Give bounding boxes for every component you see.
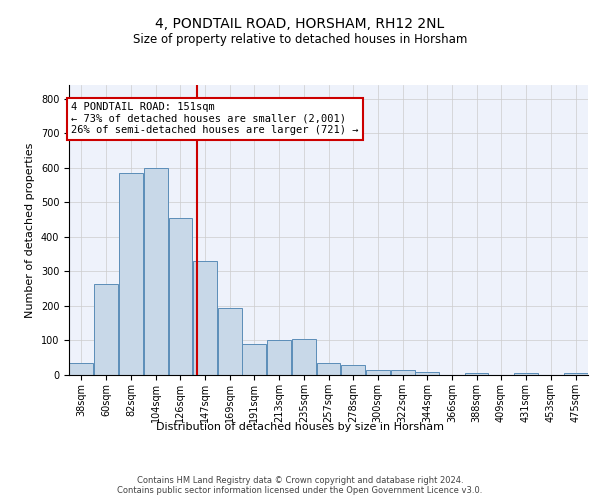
Bar [292, 339, 316, 375]
Bar [317, 363, 340, 375]
Bar [514, 374, 538, 375]
Bar [366, 370, 389, 375]
Bar [193, 261, 217, 375]
Y-axis label: Number of detached properties: Number of detached properties [25, 142, 35, 318]
Bar [119, 173, 143, 375]
Bar [341, 364, 365, 375]
Bar [465, 374, 488, 375]
Bar [94, 284, 118, 375]
Text: Contains HM Land Registry data © Crown copyright and database right 2024.
Contai: Contains HM Land Registry data © Crown c… [118, 476, 482, 495]
Text: 4 PONDTAIL ROAD: 151sqm
← 73% of detached houses are smaller (2,001)
26% of semi: 4 PONDTAIL ROAD: 151sqm ← 73% of detache… [71, 102, 359, 136]
Bar [169, 218, 192, 375]
Bar [144, 168, 168, 375]
Bar [242, 344, 266, 375]
Text: Distribution of detached houses by size in Horsham: Distribution of detached houses by size … [156, 422, 444, 432]
Bar [563, 374, 587, 375]
Text: Size of property relative to detached houses in Horsham: Size of property relative to detached ho… [133, 32, 467, 46]
Bar [415, 372, 439, 375]
Bar [218, 308, 242, 375]
Bar [391, 370, 415, 375]
Bar [70, 363, 94, 375]
Bar [268, 340, 291, 375]
Text: 4, PONDTAIL ROAD, HORSHAM, RH12 2NL: 4, PONDTAIL ROAD, HORSHAM, RH12 2NL [155, 18, 445, 32]
